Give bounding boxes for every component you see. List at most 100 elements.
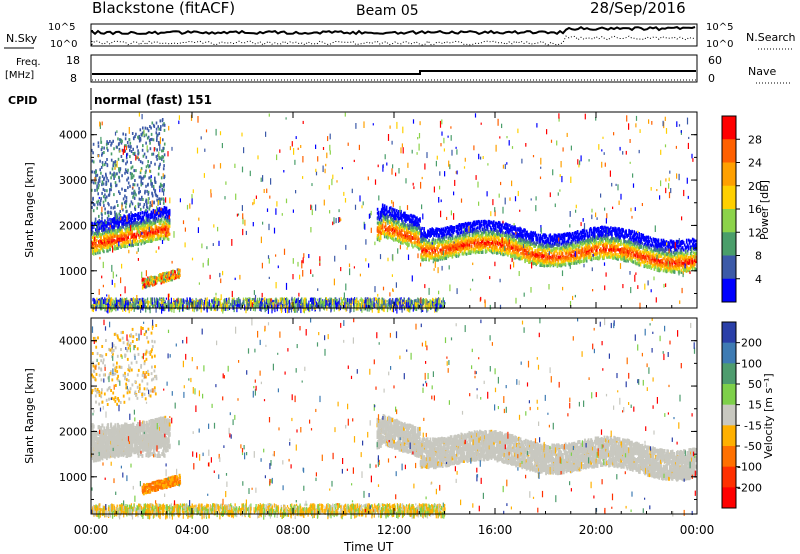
heatmap-cell [127, 229, 129, 233]
heatmap-cell [149, 213, 152, 217]
heatmap-cell [146, 226, 149, 229]
heatmap-cell [400, 233, 402, 237]
heatmap-cell [100, 244, 102, 248]
heatmap-cell [418, 237, 420, 241]
heatmap-cell [397, 238, 399, 242]
heatmap-cell [115, 233, 117, 237]
heatmap-cell [378, 227, 381, 230]
heatmap-cell [164, 211, 167, 215]
heatmap-cell [146, 221, 149, 225]
heatmap-cell [124, 215, 126, 219]
heatmap-cell [412, 245, 414, 249]
heatmap-cell [112, 218, 114, 222]
heatmap-cell [135, 227, 137, 230]
heatmap-cell [382, 215, 385, 218]
heatmap-cell [396, 214, 398, 217]
heatmap-cell [117, 237, 119, 241]
heatmap-cell [398, 233, 400, 237]
heatmap-cell [105, 232, 107, 236]
heatmap-cell [631, 230, 633, 234]
heatmap-cell [163, 237, 166, 241]
heatmap-cell [385, 235, 388, 239]
heatmap-cell [648, 240, 651, 243]
heatmap-cell [126, 230, 128, 233]
heatmap-cell [149, 233, 152, 237]
heatmap-cell [423, 258, 425, 261]
heatmap-cell [142, 225, 145, 229]
heatmap-cell [558, 252, 561, 256]
heatmap-cell [130, 220, 132, 224]
heatmap-cell [146, 239, 149, 243]
heatmap-cell [120, 235, 122, 239]
heatmap-cell [390, 206, 392, 210]
heatmap-cell [147, 239, 150, 243]
heatmap-cell [106, 247, 108, 251]
heatmap-cell [167, 212, 170, 216]
heatmap-cell [384, 213, 387, 217]
noise-sky-trace [91, 26, 696, 36]
heatmap-cell [107, 249, 109, 253]
heatmap-cell [95, 244, 97, 248]
heatmap-cell [150, 239, 153, 243]
heatmap-cell [123, 223, 125, 226]
noise-traces [91, 26, 696, 46]
heatmap-cell [109, 217, 111, 221]
heatmap-cell [115, 240, 117, 244]
heatmap-cell [395, 229, 397, 233]
heatmap-cell [126, 226, 128, 230]
heatmap-cell [108, 230, 110, 233]
heatmap-cell [393, 230, 395, 234]
heatmap-cell [111, 239, 113, 242]
heatmap-cell [108, 221, 110, 225]
heatmap-cell [395, 218, 397, 222]
heatmap-cell [157, 210, 160, 214]
noise-left-tick-bottom: 10^0 [50, 39, 77, 50]
heatmap-cell [152, 231, 155, 235]
heatmap-cell [92, 225, 94, 229]
heatmap-cell [392, 219, 394, 223]
heatmap-cell [377, 228, 380, 231]
heatmap-cell [382, 230, 385, 234]
heatmap-cell [123, 244, 125, 248]
heatmap-cell [121, 231, 123, 234]
heatmap-cell [585, 256, 588, 260]
heatmap-cell [131, 235, 133, 238]
heatmap-cell [112, 220, 114, 224]
heatmap-cell [109, 248, 111, 252]
heatmap-cell [167, 231, 170, 235]
heatmap-cell [127, 215, 129, 219]
heatmap-cell [383, 204, 386, 208]
heatmap-cell [392, 233, 394, 237]
heatmap-cell [144, 234, 147, 238]
heatmap-cell [648, 246, 651, 250]
heatmap-cell [129, 241, 131, 245]
heatmap-cell [139, 233, 142, 237]
heatmap-cell [102, 232, 104, 236]
heatmap-cell [383, 217, 386, 221]
heatmap-cell [106, 224, 108, 228]
heatmap-cell [149, 237, 152, 241]
heatmap-cell [138, 221, 141, 225]
heatmap-cell [515, 227, 517, 231]
heatmap-cell [100, 247, 102, 251]
heatmap-cell [449, 236, 452, 240]
heatmap-cell [390, 225, 392, 229]
heatmap-cell [134, 224, 136, 228]
heatmap-cell [110, 241, 112, 245]
heatmap-cell [95, 249, 97, 253]
heatmap-cell [397, 226, 399, 230]
heatmap-cell [93, 249, 95, 253]
heatmap-cell [393, 208, 395, 212]
heatmap-cell [117, 229, 119, 232]
heatmap-cell [118, 239, 120, 243]
heatmap-cell [120, 245, 122, 249]
heatmap-cell [140, 220, 143, 224]
heatmap-cell [109, 229, 111, 233]
heatmap-cell [150, 212, 153, 216]
heatmap-cell [397, 215, 399, 219]
heatmap-cell [445, 235, 448, 239]
heatmap-cell [99, 249, 101, 253]
heatmap-cell [164, 220, 167, 224]
heatmap-cell [107, 242, 109, 246]
heatmap-cell [104, 237, 106, 241]
